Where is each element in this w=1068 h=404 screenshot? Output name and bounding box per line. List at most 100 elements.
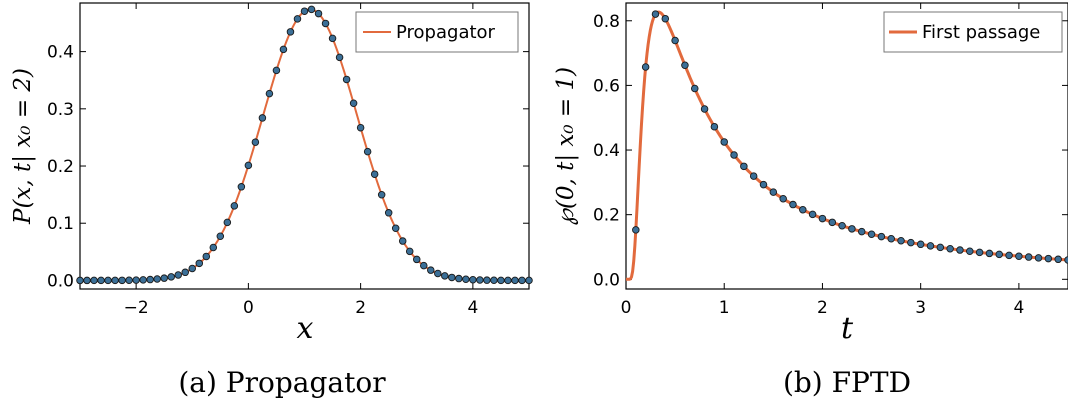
- data-point: [413, 255, 421, 264]
- data-point: [209, 243, 218, 252]
- data-point: [405, 247, 414, 256]
- data-point: [828, 218, 837, 227]
- data-point: [398, 237, 407, 245]
- data-point: [469, 275, 477, 284]
- data-point: [427, 266, 435, 274]
- data-point: [293, 15, 302, 23]
- data-point: [363, 147, 372, 156]
- data-point: [789, 200, 797, 209]
- y-tick-label: 0.4: [593, 141, 620, 161]
- data-point: [118, 276, 126, 285]
- data-point: [195, 259, 204, 268]
- data-point: [125, 276, 133, 285]
- data-point: [97, 276, 105, 285]
- data-point: [916, 240, 925, 249]
- data-point: [857, 227, 866, 236]
- data-point: [661, 14, 670, 23]
- data-point: [335, 53, 344, 62]
- data-point: [230, 202, 239, 210]
- data-point: [956, 246, 964, 254]
- data-point: [448, 273, 456, 282]
- x-tick-label: 3: [915, 298, 926, 318]
- data-point: [216, 232, 225, 240]
- data-point: [490, 276, 498, 285]
- data-point: [279, 45, 288, 54]
- data-point: [887, 234, 895, 243]
- data-point: [146, 275, 154, 284]
- data-point: [700, 105, 709, 113]
- panel-caption: (a) Propagator: [178, 366, 386, 399]
- data-point: [384, 209, 393, 217]
- data-point: [946, 244, 954, 253]
- first-passage-markers: [632, 10, 1068, 264]
- data-point: [434, 269, 442, 278]
- data-point: [455, 274, 463, 283]
- data-point: [356, 123, 365, 132]
- panel-fptd: 0 1 2 3 4 0.0 0.2 0.4 0.6 0.8 First passage t ℘(…: [553, 2, 1068, 399]
- data-point: [691, 84, 699, 93]
- data-point: [76, 276, 84, 285]
- x-ticks: −2 0 2 4: [124, 3, 478, 318]
- panel-propagator: −2 0 2 4 0.0 0.1 0.2 0.3 0.4 Propagator x P(x, …: [10, 2, 533, 399]
- axes-frame: [79, 2, 530, 290]
- data-point: [641, 63, 650, 71]
- data-point: [867, 230, 876, 238]
- data-point: [877, 232, 886, 241]
- data-point: [90, 276, 98, 285]
- data-point: [740, 162, 748, 171]
- legend: First passage: [883, 11, 1063, 53]
- x-tick-label: 4: [1013, 298, 1024, 318]
- data-point: [300, 7, 309, 15]
- data-point: [975, 248, 984, 257]
- x-axis-label: x: [297, 311, 314, 346]
- data-point: [511, 276, 519, 285]
- data-point: [202, 252, 211, 261]
- data-point: [651, 10, 660, 18]
- data-point: [342, 75, 351, 84]
- data-point: [483, 276, 491, 284]
- data-point: [314, 9, 323, 18]
- y-tick-label: 0.0: [47, 271, 74, 291]
- data-point: [497, 276, 505, 285]
- data-point: [1034, 254, 1043, 262]
- data-point: [258, 114, 267, 122]
- x-tick-label: 2: [817, 298, 828, 318]
- data-point: [307, 5, 316, 14]
- data-point: [710, 122, 719, 131]
- data-point: [1024, 253, 1033, 261]
- legend-label: First passage: [922, 22, 1040, 43]
- data-point: [462, 275, 470, 284]
- y-tick-label: 0.1: [47, 214, 74, 234]
- data-point: [83, 276, 91, 285]
- x-axis-label: t: [841, 311, 854, 346]
- data-point: [730, 151, 738, 159]
- data-point: [153, 275, 161, 283]
- y-axis-label: P(x, t| x₀ = 2): [10, 68, 36, 225]
- data-point: [174, 271, 182, 279]
- data-point: [966, 247, 974, 255]
- y-tick-label: 0.0: [593, 270, 620, 290]
- data-point: [936, 243, 945, 252]
- data-point: [104, 276, 112, 285]
- data-point: [476, 276, 484, 284]
- data-point: [1054, 255, 1062, 264]
- data-point: [377, 190, 386, 199]
- data-point: [897, 236, 905, 245]
- x-ticks: 0 1 2 3 4: [621, 3, 1024, 318]
- x-tick-label: 0: [621, 298, 632, 318]
- data-point: [985, 249, 994, 258]
- data-point: [272, 66, 281, 75]
- data-point: [167, 273, 175, 281]
- data-point: [632, 226, 640, 234]
- data-point: [251, 138, 260, 146]
- legend: Propagator: [355, 11, 519, 53]
- data-point: [265, 89, 274, 98]
- x-tick-label: 0: [243, 298, 254, 318]
- data-point: [441, 272, 449, 280]
- data-point: [420, 261, 428, 270]
- y-tick-label: 0.3: [47, 100, 74, 120]
- y-tick-label: 0.2: [593, 206, 620, 226]
- panel-caption: (b) FPTD: [783, 366, 911, 399]
- y-tick-label: 0.2: [47, 157, 74, 177]
